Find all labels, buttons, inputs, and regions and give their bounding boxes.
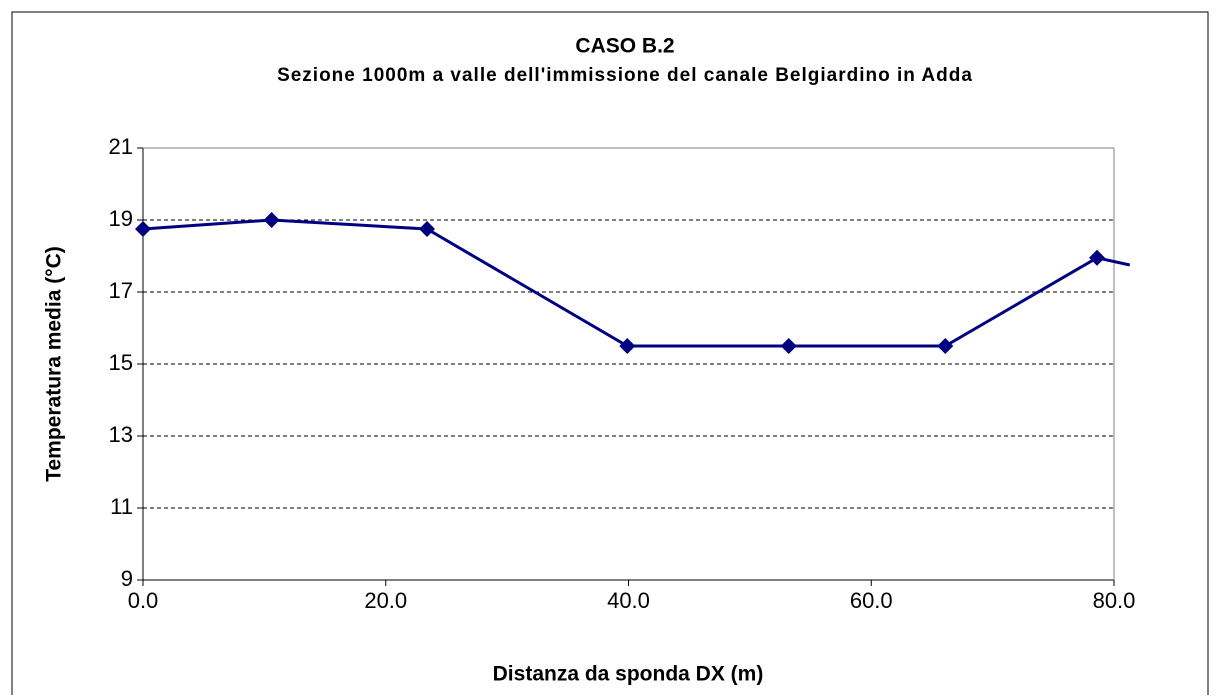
x-axis-label: Distanza da sponda DX (m)	[493, 663, 764, 686]
point-marker	[1089, 249, 1106, 266]
y-tick-label: 17	[109, 278, 133, 303]
y-tick-label: 21	[109, 134, 133, 159]
x-tick-label: 40.0	[607, 588, 650, 613]
x-tick-label: 60.0	[850, 588, 893, 613]
point-marker	[419, 221, 436, 237]
point-marker	[780, 338, 797, 354]
x-tick-label: 0.0	[128, 588, 159, 613]
point-marker	[937, 338, 954, 354]
y-tick-label: 13	[109, 422, 133, 447]
y-tick-label: 15	[109, 350, 133, 375]
x-tick-label: 80.0	[1093, 588, 1136, 613]
y-tick-label: 19	[109, 206, 133, 231]
y-tick-label: 11	[110, 494, 133, 519]
point-marker	[263, 212, 280, 228]
y-axis-label: Temperatura media (°C)	[43, 246, 66, 482]
y-tick-label: 9	[121, 566, 133, 591]
x-tick-label: 20.0	[364, 588, 407, 613]
chart-title: CASO B.2	[575, 35, 674, 58]
chart-frame	[11, 11, 1209, 700]
point-marker	[135, 221, 151, 237]
series-line	[142, 218, 1131, 348]
point-marker	[619, 338, 636, 354]
chart-subtitle: Sezione 1000m a valle dell'immissione de…	[277, 65, 973, 86]
